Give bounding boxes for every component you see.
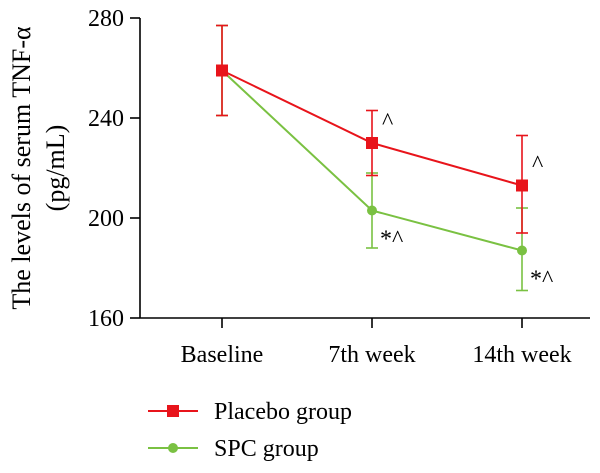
legend-label: Placebo group: [214, 399, 352, 425]
data-point: [517, 245, 527, 256]
data-point: [516, 179, 528, 192]
significance-annotation: ^: [532, 152, 543, 178]
series-placebo-group: ^^: [216, 24, 543, 234]
legend-marker: [168, 443, 178, 453]
y-axis-label: The levels of serum TNF-α (pg/mL): [7, 26, 70, 310]
y-axis-title: The levels of serum TNF-α: [7, 26, 36, 310]
series-layer: *^*^^^: [216, 24, 553, 293]
x-ticks: Baseline 7th week 14th week: [181, 318, 572, 368]
significance-annotation: *^: [530, 267, 553, 293]
data-point: [367, 205, 377, 216]
series-spc-group: *^ *^: [216, 24, 553, 293]
axes: [139, 18, 590, 319]
x-tick-label: Baseline: [181, 342, 264, 368]
y-ticks: 160 200 240 280: [88, 6, 140, 332]
legend-label: SPC group: [214, 436, 319, 462]
data-point: [216, 64, 228, 77]
y-axis-unit: (pg/mL): [41, 125, 70, 212]
legend: Placebo group SPC group: [148, 399, 352, 462]
y-tick-label: 280: [88, 6, 124, 32]
x-tick-label: 14th week: [472, 342, 571, 368]
significance-annotation: ^: [382, 109, 393, 135]
legend-marker: [167, 405, 179, 417]
y-tick-label: 160: [88, 306, 124, 332]
data-point: [366, 137, 378, 149]
significance-annotation: *^: [380, 227, 403, 253]
legend-item: Placebo group: [148, 399, 352, 425]
y-tick-label: 200: [88, 206, 124, 232]
x-tick-label: 7th week: [328, 342, 415, 368]
legend-item: SPC group: [148, 436, 319, 462]
y-tick-label: 240: [88, 106, 124, 132]
